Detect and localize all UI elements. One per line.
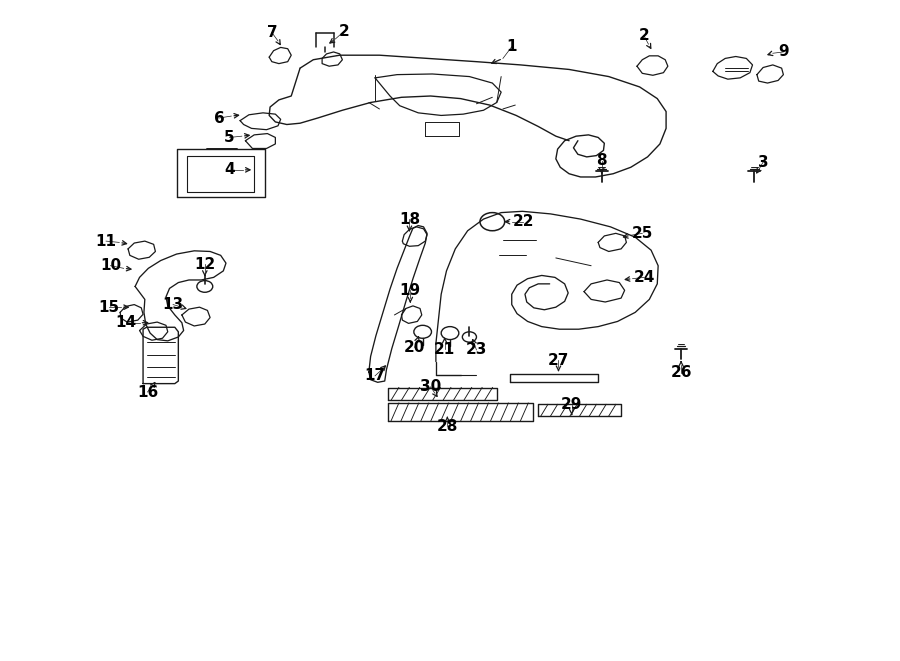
Text: 4: 4: [224, 163, 235, 177]
Text: 28: 28: [436, 419, 458, 434]
Text: 2: 2: [338, 24, 349, 39]
Text: 14: 14: [116, 315, 137, 330]
Text: 2: 2: [639, 28, 650, 43]
Text: 11: 11: [95, 233, 116, 249]
Text: 19: 19: [400, 283, 421, 298]
Text: 5: 5: [224, 130, 235, 145]
Text: 22: 22: [512, 214, 534, 229]
Text: 24: 24: [634, 270, 654, 285]
Text: 1: 1: [507, 39, 517, 54]
Text: 21: 21: [434, 342, 455, 357]
Text: 7: 7: [266, 25, 277, 40]
Text: 15: 15: [98, 299, 119, 315]
Text: 10: 10: [100, 258, 121, 273]
Text: 3: 3: [758, 155, 769, 170]
Text: 27: 27: [548, 353, 569, 368]
Text: 12: 12: [194, 257, 215, 272]
Text: 8: 8: [597, 153, 607, 169]
Text: 18: 18: [399, 212, 420, 227]
Text: 17: 17: [364, 368, 385, 383]
Text: 13: 13: [163, 297, 184, 312]
Text: 23: 23: [466, 342, 487, 358]
Text: 20: 20: [404, 340, 426, 355]
Text: 6: 6: [213, 110, 224, 126]
Text: 25: 25: [632, 226, 653, 241]
Text: 9: 9: [778, 44, 788, 59]
Text: 30: 30: [420, 379, 441, 395]
Text: 26: 26: [670, 365, 692, 380]
Text: 29: 29: [561, 397, 582, 412]
Text: 16: 16: [137, 385, 158, 399]
